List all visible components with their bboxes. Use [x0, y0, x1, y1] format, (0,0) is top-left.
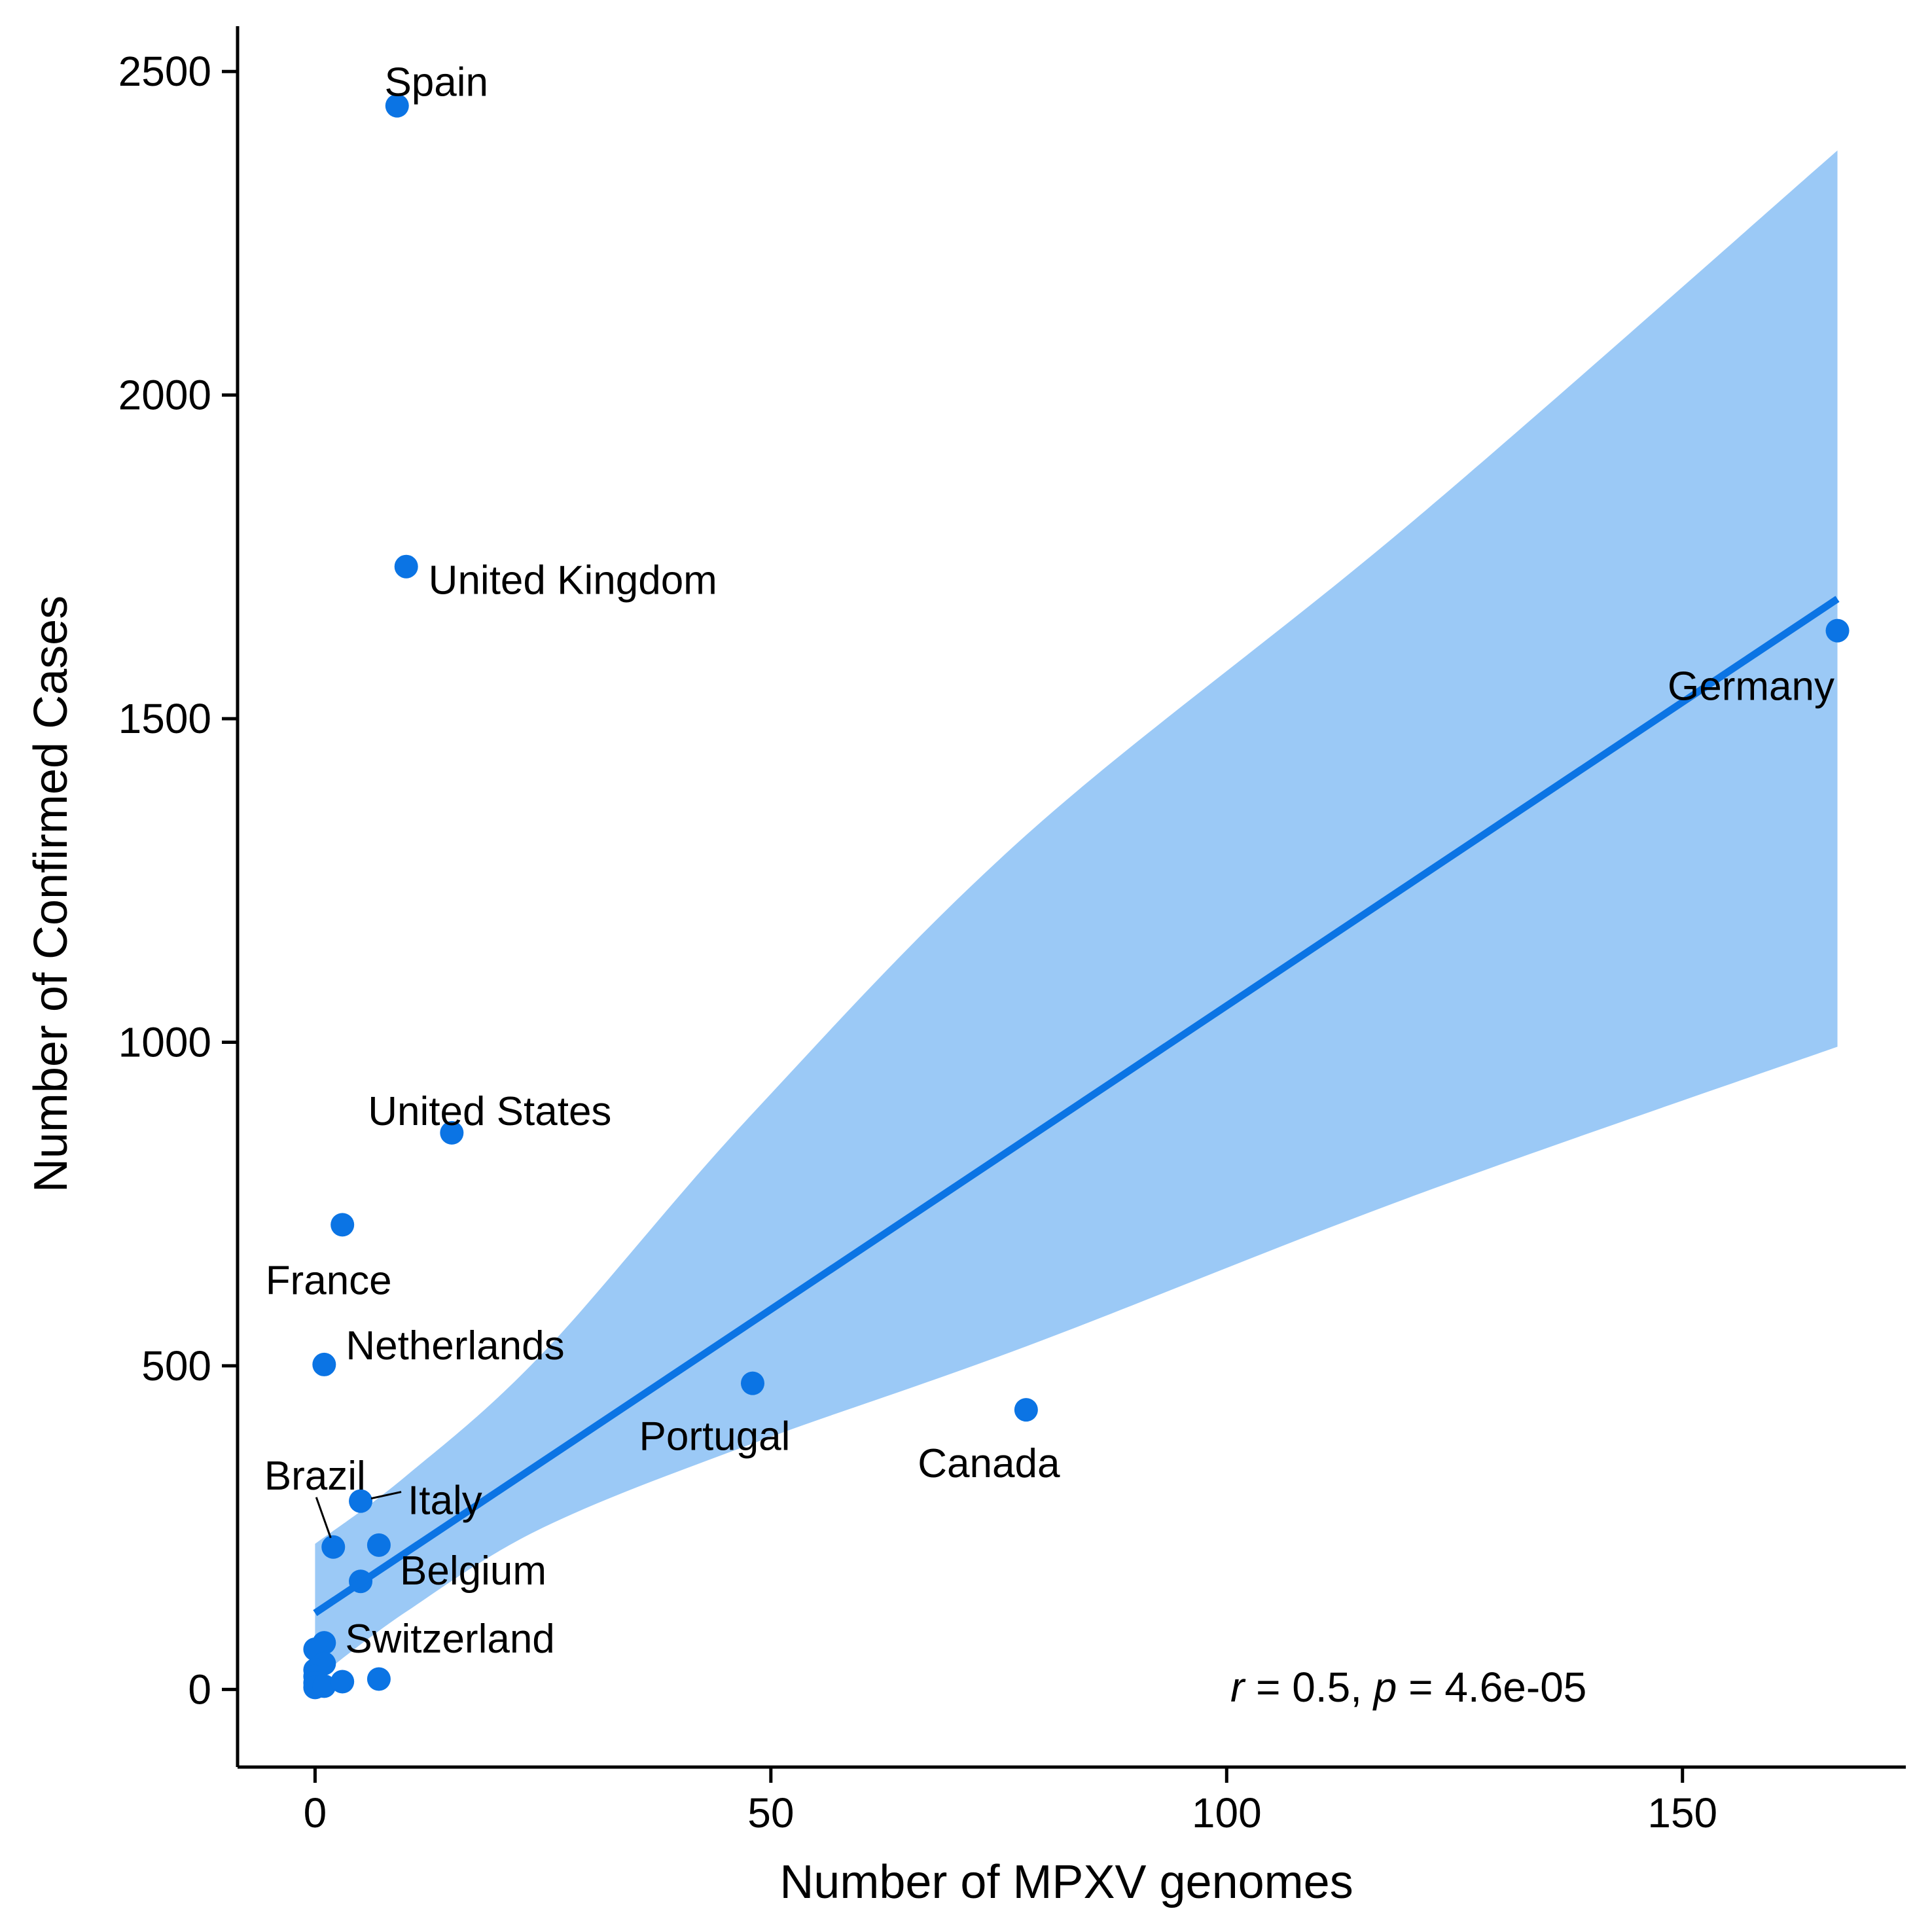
regression-line — [313, 596, 1840, 1617]
point-label: Netherlands — [346, 1323, 564, 1368]
x-tick-label: 50 — [747, 1789, 794, 1836]
data-point-21 — [367, 1667, 391, 1691]
point-labels-layer: Spain United Kingdom Germany United States F… — [264, 60, 1834, 1662]
point-label: Brazil — [264, 1454, 366, 1499]
y-tick-label: 500 — [141, 1342, 211, 1389]
data-point-10 — [367, 1533, 391, 1557]
point-label: Canada — [918, 1441, 1060, 1486]
data-point-0 — [385, 94, 409, 118]
data-point-6 — [740, 1371, 764, 1395]
data-point-8 — [349, 1489, 373, 1513]
data-point-7 — [1014, 1398, 1038, 1422]
point-label: Spain — [384, 60, 488, 105]
label-leader-line — [370, 1491, 402, 1500]
p-value: = 4.6e-05 — [1397, 1664, 1586, 1711]
y-ticks: 0 500 1000 1500 2000 2500 — [118, 48, 238, 1713]
y-tick-label: 1500 — [118, 695, 211, 742]
x-tick-label: 150 — [1647, 1789, 1717, 1836]
point-label: Italy — [408, 1478, 482, 1524]
r-value: = 0.5, — [1244, 1664, 1373, 1711]
data-point-4 — [331, 1213, 355, 1237]
axes-layer — [236, 26, 1906, 1769]
data-point-2 — [1825, 618, 1850, 643]
y-tick-label: 2500 — [118, 48, 211, 95]
point-label: United Kingdom — [429, 558, 717, 603]
y-tick-label: 1000 — [118, 1018, 211, 1065]
data-point-20 — [331, 1670, 355, 1694]
point-label: United States — [368, 1089, 611, 1134]
y-tick-label: 0 — [188, 1666, 211, 1713]
point-label: France — [266, 1258, 392, 1303]
x-tick-label: 100 — [1192, 1789, 1262, 1836]
correlation-annotation: r = 0.5, p = 4.6e-05 — [1230, 1664, 1586, 1711]
data-point-19 — [312, 1674, 336, 1698]
point-label: Belgium — [400, 1548, 546, 1594]
p-symbol: p — [1372, 1664, 1397, 1711]
y-axis-title: Number of Confirmed Cases — [25, 596, 77, 1192]
x-ticks: 0 50 100 150 — [304, 1767, 1717, 1836]
point-label: Germany — [1668, 664, 1834, 709]
points-layer — [303, 94, 1850, 1700]
data-point-9 — [321, 1535, 346, 1559]
data-point-3 — [440, 1120, 464, 1145]
confidence-band — [315, 150, 1838, 1680]
point-label: Portugal — [639, 1414, 791, 1459]
point-label: Switzerland — [345, 1617, 554, 1662]
y-tick-label: 2000 — [118, 372, 211, 419]
x-tick-label: 0 — [304, 1789, 327, 1836]
r-symbol: r — [1230, 1664, 1246, 1711]
x-axis-title: Number of MPXV genomes — [779, 1856, 1353, 1908]
data-point-5 — [312, 1352, 336, 1376]
data-point-1 — [394, 554, 418, 579]
label-leader-line — [315, 1497, 332, 1539]
